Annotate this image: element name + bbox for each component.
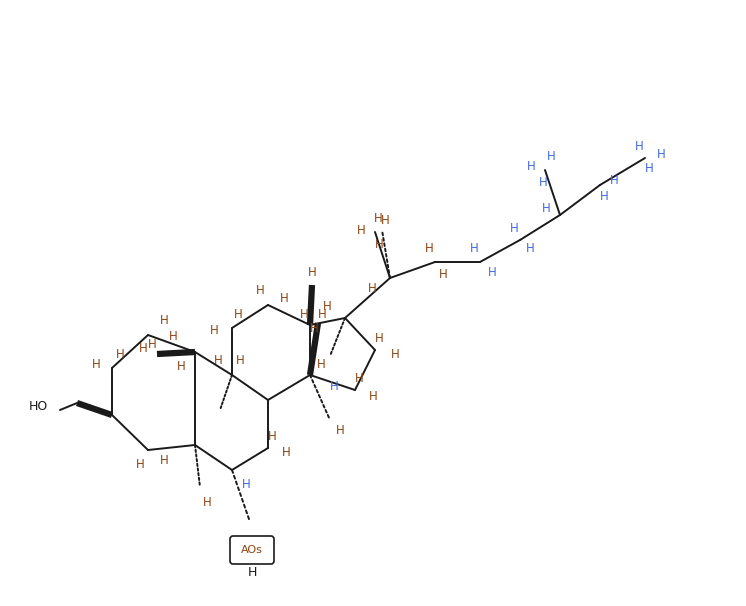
Text: H: H xyxy=(439,267,448,281)
Text: H: H xyxy=(177,359,185,373)
Text: H: H xyxy=(330,381,339,393)
Text: H: H xyxy=(268,430,276,442)
Text: H: H xyxy=(213,355,222,367)
Text: H: H xyxy=(282,445,290,459)
Text: H: H xyxy=(354,371,363,384)
Text: AOs: AOs xyxy=(241,545,263,555)
Text: H: H xyxy=(116,347,125,361)
Text: H: H xyxy=(539,176,548,188)
Text: H: H xyxy=(92,358,101,370)
Text: H: H xyxy=(256,284,264,298)
Text: H: H xyxy=(600,190,609,204)
Text: H: H xyxy=(391,347,399,361)
Text: H: H xyxy=(609,175,618,187)
Text: H: H xyxy=(318,308,327,322)
Text: H: H xyxy=(160,453,169,467)
Text: H: H xyxy=(316,358,325,370)
Text: H: H xyxy=(242,478,251,490)
Text: HO: HO xyxy=(29,401,48,413)
Text: H: H xyxy=(310,322,319,336)
Text: H: H xyxy=(380,213,389,227)
Text: H: H xyxy=(527,159,536,173)
Text: H: H xyxy=(374,211,383,224)
Text: H: H xyxy=(488,265,496,279)
Text: H: H xyxy=(280,293,289,305)
Text: H: H xyxy=(169,330,178,342)
Text: H: H xyxy=(369,390,377,402)
Text: H: H xyxy=(233,307,242,321)
Text: H: H xyxy=(139,342,148,355)
Text: H: H xyxy=(547,150,555,162)
Text: H: H xyxy=(210,324,219,336)
Text: H: H xyxy=(136,458,145,470)
FancyBboxPatch shape xyxy=(230,536,274,564)
Text: H: H xyxy=(336,424,345,438)
Text: H: H xyxy=(542,202,551,216)
Text: H: H xyxy=(307,267,316,279)
Text: H: H xyxy=(236,355,245,367)
Text: H: H xyxy=(470,242,478,255)
Text: H: H xyxy=(645,162,653,175)
Text: H: H xyxy=(374,331,383,344)
Text: H: H xyxy=(300,308,308,322)
Text: H: H xyxy=(368,282,377,295)
Text: H: H xyxy=(357,224,366,236)
Text: H: H xyxy=(203,496,211,510)
Text: H: H xyxy=(526,242,534,255)
Text: H: H xyxy=(656,147,665,161)
Text: H: H xyxy=(148,339,157,351)
Text: H: H xyxy=(160,315,169,327)
Text: H: H xyxy=(322,299,331,313)
Text: H: H xyxy=(510,222,518,235)
Text: H: H xyxy=(248,565,257,579)
Text: H: H xyxy=(635,139,643,153)
Text: H: H xyxy=(424,242,433,255)
Text: H: H xyxy=(374,238,383,250)
